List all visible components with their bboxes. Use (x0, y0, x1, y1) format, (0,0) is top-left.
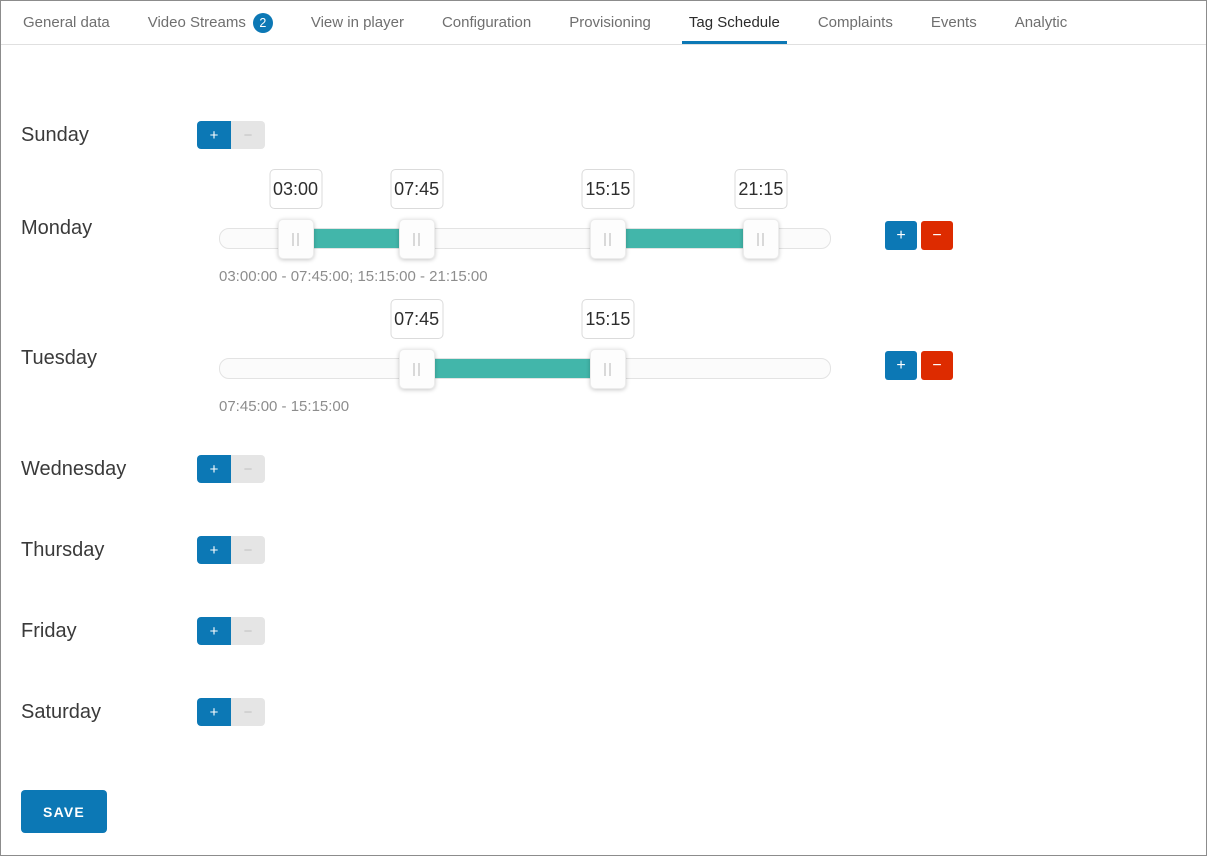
tab-label: Events (930, 14, 977, 31)
slider-handle[interactable] (277, 219, 314, 259)
time-input-start[interactable] (390, 299, 444, 339)
add-interval-button[interactable]: + (197, 617, 231, 645)
slider-range-fill (607, 229, 761, 248)
time-range-slider (219, 348, 831, 390)
day-row-wednesday: Wednesday + − (21, 455, 1186, 483)
tab-label: General data (23, 14, 110, 31)
slider-range-fill (416, 359, 608, 378)
slider-handle[interactable] (589, 349, 626, 389)
day-label-sunday: Sunday (21, 124, 89, 146)
tab-bar: General data Video Streams 2 View in pla… (1, 1, 1206, 45)
tab-video-streams[interactable]: Video Streams 2 (141, 1, 280, 44)
remove-interval-button[interactable]: − (921, 221, 953, 250)
tab-label: Analytic (1014, 14, 1068, 31)
day-row-saturday: Saturday + − (21, 698, 1186, 726)
tab-general-data[interactable]: General data (16, 1, 117, 44)
add-interval-button[interactable]: + (197, 698, 231, 726)
slider-block: 03:00:00 - 07:45:00; 15:15:00 - 21:15:00 (219, 169, 831, 285)
interval-controls: + − (885, 351, 953, 380)
remove-interval-button: − (231, 455, 265, 483)
tab-complaints[interactable]: Complaints (811, 1, 900, 44)
remove-interval-button[interactable]: − (921, 351, 953, 380)
tab-label: Provisioning (569, 14, 651, 31)
time-input-end[interactable] (734, 169, 788, 209)
day-row-monday: Monday 03:00:00 - 07:45:00; 15:15:00 - 2… (21, 169, 1186, 289)
day-label-thursday: Thursday (21, 539, 105, 561)
tab-tag-schedule[interactable]: Tag Schedule (681, 1, 787, 44)
slider-track[interactable] (219, 228, 831, 249)
interval-controls: + − (197, 536, 265, 564)
intervals-summary: 03:00:00 - 07:45:00; 15:15:00 - 21:15:00 (219, 268, 488, 285)
tab-analytic[interactable]: Analytic (1008, 1, 1075, 44)
day-label-wednesday: Wednesday (21, 458, 127, 480)
time-range-slider (219, 218, 831, 260)
time-input-start[interactable] (581, 169, 635, 209)
remove-interval-button: − (231, 617, 265, 645)
slider-range-fill (296, 229, 417, 248)
interval-controls: + − (197, 698, 265, 726)
slider-handle[interactable] (742, 219, 779, 259)
remove-interval-button: − (231, 536, 265, 564)
day-label-monday: Monday (21, 217, 93, 239)
interval-controls: + − (197, 617, 265, 645)
day-label-tuesday: Tuesday (21, 347, 97, 369)
tab-provisioning[interactable]: Provisioning (562, 1, 658, 44)
time-input-end[interactable] (390, 169, 444, 209)
tab-label: Tag Schedule (688, 14, 780, 31)
intervals-summary: 07:45:00 - 15:15:00 (219, 398, 350, 415)
remove-interval-button: − (231, 121, 265, 149)
tab-view-in-player[interactable]: View in player (304, 1, 411, 44)
grip-icon (413, 232, 421, 246)
interval-controls: + − (197, 121, 265, 149)
day-row-friday: Friday + − (21, 617, 1186, 645)
add-interval-button[interactable]: + (885, 221, 917, 250)
time-input-end[interactable] (581, 299, 635, 339)
day-row-tuesday: Tuesday 07:45:00 - 15:15:00 + − (21, 299, 1186, 419)
day-row-thursday: Thursday + − (21, 536, 1186, 564)
tab-configuration[interactable]: Configuration (435, 1, 538, 44)
tab-label: View in player (310, 14, 404, 31)
tab-label: Video Streams (147, 14, 246, 31)
day-label-friday: Friday (21, 620, 77, 642)
day-row-sunday: Sunday + − (21, 121, 1186, 149)
slider-track[interactable] (219, 358, 831, 379)
day-label-saturday: Saturday (21, 701, 102, 723)
video-streams-count-badge: 2 (252, 12, 273, 33)
grip-icon (757, 232, 765, 246)
add-interval-button[interactable]: + (197, 121, 231, 149)
grip-icon (292, 232, 299, 246)
tab-label: Complaints (817, 14, 893, 31)
grip-icon (604, 362, 612, 376)
slider-handle[interactable] (398, 219, 435, 259)
interval-controls: + − (197, 455, 265, 483)
time-inputs (219, 169, 831, 209)
add-interval-button[interactable]: + (885, 351, 917, 380)
tab-label: Configuration (441, 14, 532, 31)
add-interval-button[interactable]: + (197, 455, 231, 483)
grip-icon (413, 362, 421, 376)
grip-icon (604, 232, 612, 246)
slider-handle[interactable] (589, 219, 626, 259)
time-inputs (219, 299, 831, 339)
save-button[interactable]: SAVE (21, 790, 107, 833)
tab-events[interactable]: Events (924, 1, 984, 44)
add-interval-button[interactable]: + (197, 536, 231, 564)
time-input-start[interactable] (269, 169, 322, 209)
slider-block: 07:45:00 - 15:15:00 (219, 299, 831, 415)
remove-interval-button: − (231, 698, 265, 726)
slider-handle[interactable] (398, 349, 435, 389)
interval-controls: + − (885, 221, 953, 250)
